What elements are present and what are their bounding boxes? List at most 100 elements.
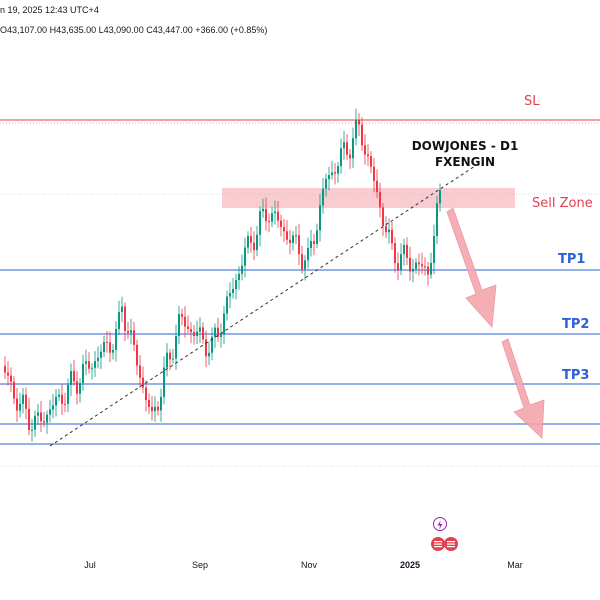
candle-body bbox=[220, 334, 222, 337]
candle-body bbox=[133, 330, 135, 345]
candle-body bbox=[73, 371, 75, 382]
candle-body bbox=[40, 412, 42, 422]
x-tick-2025: 2025 bbox=[399, 560, 421, 570]
candle-body bbox=[70, 371, 72, 385]
open-label: O bbox=[0, 25, 8, 35]
candle-body bbox=[265, 208, 267, 222]
candle-body bbox=[163, 367, 165, 397]
candle-body bbox=[157, 406, 159, 411]
candle-body bbox=[355, 119, 357, 139]
candle-body bbox=[427, 266, 429, 275]
candle-body bbox=[112, 349, 114, 353]
candles bbox=[4, 108, 441, 442]
chart-annotation: DOWJONES - D1 FXENGIN bbox=[400, 138, 530, 170]
low-value: 43,090.00 bbox=[103, 25, 144, 35]
candle-body bbox=[271, 213, 273, 222]
candle-body bbox=[211, 336, 213, 353]
candle-body bbox=[196, 331, 198, 337]
candle-body bbox=[52, 405, 54, 410]
candle-body bbox=[244, 247, 246, 266]
candle-body bbox=[127, 330, 129, 333]
candle-body bbox=[439, 190, 441, 204]
sell-zone-box[interactable] bbox=[222, 188, 515, 208]
candle-body bbox=[229, 292, 231, 297]
candle-body bbox=[217, 327, 219, 337]
candle-body bbox=[43, 421, 45, 423]
candle-body bbox=[406, 244, 408, 258]
candle-body bbox=[394, 243, 396, 264]
candle-body bbox=[259, 211, 261, 235]
candle-body bbox=[148, 400, 150, 407]
projection-arrow-1[interactable] bbox=[446, 207, 497, 328]
tp3-label: TP3 bbox=[562, 368, 590, 383]
candle-body bbox=[415, 262, 417, 269]
candle-body bbox=[151, 406, 153, 412]
candle-body bbox=[142, 377, 144, 388]
candle-body bbox=[79, 383, 81, 394]
candle-body bbox=[4, 365, 6, 373]
candle-body bbox=[187, 326, 189, 330]
candle-body bbox=[397, 263, 399, 270]
ohlc-values: O43,107.00 H43,635.00 L43,090.00 C43,447… bbox=[0, 25, 267, 35]
candle-body bbox=[25, 394, 27, 409]
trendline[interactable] bbox=[49, 165, 476, 447]
candle-body bbox=[172, 358, 174, 360]
candle-body bbox=[319, 205, 321, 231]
candle-body bbox=[82, 363, 84, 384]
x-tick-jul: Jul bbox=[84, 560, 96, 570]
candle-body bbox=[208, 352, 210, 357]
candle-body bbox=[298, 235, 300, 255]
candle-body bbox=[253, 242, 255, 251]
open-value: 43,107.00 bbox=[7, 25, 48, 35]
candle-body bbox=[22, 394, 24, 404]
candle-body bbox=[361, 124, 363, 146]
candle-body bbox=[250, 236, 252, 243]
candle-body bbox=[202, 327, 204, 340]
candle-body bbox=[289, 239, 291, 243]
candle-body bbox=[370, 156, 372, 167]
candle-body bbox=[412, 268, 414, 272]
candle-body bbox=[199, 327, 201, 332]
candle-body bbox=[121, 306, 123, 313]
candle-body bbox=[55, 396, 57, 406]
candle-body bbox=[424, 266, 426, 268]
candle-body bbox=[166, 352, 168, 368]
ohlc-header: n 19, 2025 12:43 UTC+4 bbox=[0, 5, 99, 15]
candle-body bbox=[160, 396, 162, 411]
candle-body bbox=[136, 344, 138, 366]
candle-body bbox=[154, 406, 156, 412]
candle-body bbox=[382, 207, 384, 226]
us-flag-event-icon-2[interactable] bbox=[444, 537, 458, 551]
candle-body bbox=[130, 330, 132, 333]
candle-body bbox=[10, 375, 12, 382]
candle-body bbox=[97, 357, 99, 362]
x-tick-sep: Sep bbox=[191, 560, 209, 570]
candle-body bbox=[352, 138, 354, 159]
candle-body bbox=[328, 175, 330, 180]
candle-body bbox=[34, 415, 36, 430]
candle-body bbox=[310, 241, 312, 249]
candle-body bbox=[7, 372, 9, 376]
candle-body bbox=[346, 142, 348, 155]
candle-body bbox=[190, 329, 192, 333]
candle-body bbox=[376, 180, 378, 192]
candle-body bbox=[349, 154, 351, 159]
candle-body bbox=[286, 231, 288, 240]
date-text: n 19, 2025 12:43 UTC+4 bbox=[0, 5, 99, 15]
tp2-label: TP2 bbox=[562, 317, 590, 332]
lightning-event-icon[interactable] bbox=[433, 517, 447, 531]
candle-body bbox=[91, 367, 93, 369]
candle-body bbox=[106, 341, 108, 343]
candle-body bbox=[340, 148, 342, 167]
candle-body bbox=[184, 316, 186, 327]
candle-body bbox=[301, 254, 303, 270]
us-flag-event-icon[interactable] bbox=[431, 537, 445, 551]
projection-arrow-2[interactable] bbox=[501, 338, 545, 439]
candle-body bbox=[178, 314, 180, 337]
candle-body bbox=[205, 339, 207, 357]
x-tick-mar: Mar bbox=[507, 560, 523, 570]
candle-body bbox=[295, 235, 297, 237]
candle-body bbox=[76, 381, 78, 394]
candle-body bbox=[379, 191, 381, 208]
